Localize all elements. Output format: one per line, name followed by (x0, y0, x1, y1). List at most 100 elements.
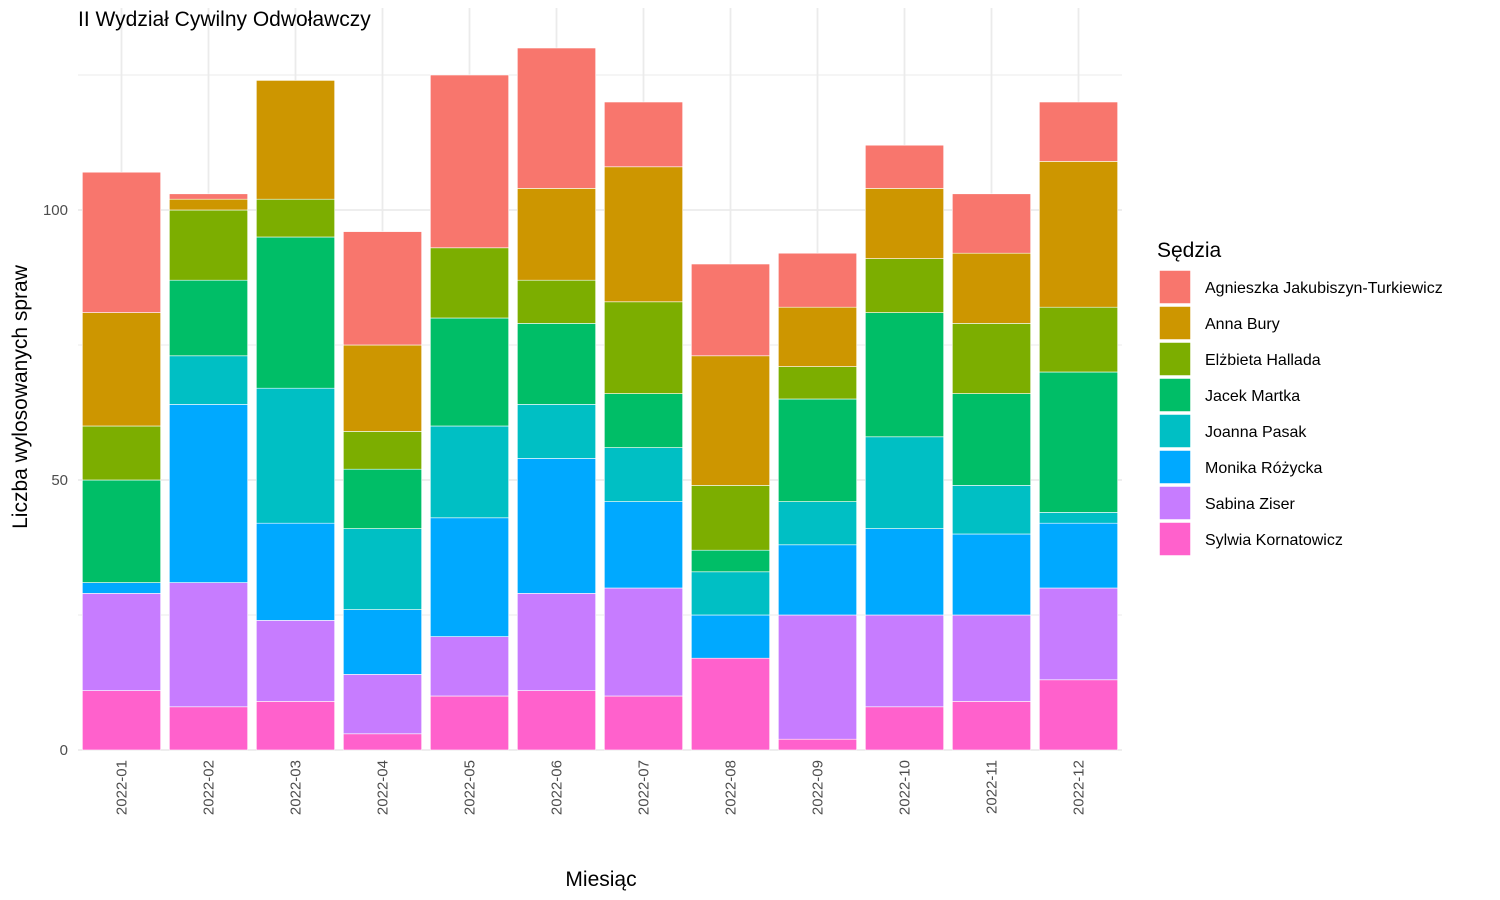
bar-segment (82, 593, 161, 691)
x-tick-label: 2022-03 (288, 760, 305, 815)
bar-segment (256, 620, 335, 702)
bar-segment (691, 263, 770, 357)
bar-segment (691, 355, 770, 486)
bar-segment (1039, 371, 1118, 513)
legend-key (1158, 449, 1192, 485)
x-tick-label: 2022-05 (462, 760, 479, 815)
bar-segment (604, 587, 683, 697)
bar-segment (169, 193, 248, 200)
bar-segment (82, 479, 161, 583)
bar-segment (169, 355, 248, 405)
legend-key (1158, 521, 1192, 557)
x-tick-label: 2022-04 (375, 760, 392, 815)
x-tick-label: 2022-06 (549, 760, 566, 815)
bar-segment (952, 323, 1031, 394)
bar-segment (169, 582, 248, 708)
bar-segment (865, 436, 944, 529)
bar-segment (778, 366, 857, 400)
bar-segment (343, 431, 422, 470)
bar-segment (82, 690, 161, 751)
bar-segment (517, 47, 596, 189)
bar-segment (691, 657, 770, 751)
bar-segment (952, 701, 1031, 751)
bar-segment (430, 425, 509, 519)
legend-label: Sylwia Kornatowicz (1205, 532, 1343, 549)
bar-segment (865, 312, 944, 438)
bar-segment (1039, 161, 1118, 308)
bar-segment (865, 614, 944, 708)
x-tick-label: 2022-12 (1071, 760, 1088, 815)
bar-segment (82, 582, 161, 594)
bar-segment (1039, 306, 1118, 373)
legend-key (1158, 377, 1192, 413)
y-axis-title: Liczba wylosowanych spraw (9, 264, 32, 529)
bar-segment (256, 236, 335, 389)
bar-segment (691, 485, 770, 551)
bar-segment (517, 188, 596, 281)
bar-segment (169, 706, 248, 751)
y-tick-label: 50 (51, 472, 68, 489)
bar-segment (517, 323, 596, 405)
bar-segment (256, 522, 335, 621)
x-tick-label: 2022-01 (114, 760, 131, 815)
bar-segment (778, 306, 857, 367)
bar-segment (343, 468, 422, 529)
bar-segment (82, 171, 161, 313)
legend-key (1158, 269, 1192, 305)
bar-segment (256, 387, 335, 524)
legend-key (1158, 413, 1192, 449)
bar-segment (778, 614, 857, 740)
bar-segment (517, 593, 596, 691)
y-tick-label: 0 (60, 742, 68, 759)
bar-segment (343, 528, 422, 610)
bar-segment (778, 544, 857, 616)
bar-segment (82, 312, 161, 427)
bar-segment (82, 425, 161, 481)
bar-segment (430, 317, 509, 427)
bar-segment (430, 517, 509, 637)
bar-segment (343, 344, 422, 432)
bar-segment (604, 501, 683, 589)
bar-segment (430, 247, 509, 319)
bar-segment (430, 74, 509, 249)
bar-segment (604, 447, 683, 502)
bar-segment (778, 738, 857, 751)
bar-segment (1039, 512, 1118, 524)
legend-key (1158, 341, 1192, 377)
legend-key (1158, 485, 1192, 521)
x-tick-label: 2022-02 (201, 760, 218, 815)
legend: Sędzia Agnieszka Jakubiszyn-Turkiewicz An… (1157, 239, 1443, 557)
bar-segment (952, 614, 1031, 702)
bar-segment (952, 393, 1031, 486)
bar-segment (517, 279, 596, 324)
legend-label: Anna Bury (1205, 316, 1280, 333)
bar-segment (169, 198, 248, 211)
y-axis-ticks: 0 50 100 (43, 202, 68, 759)
x-tick-label: 2022-10 (897, 760, 914, 815)
bar-segment (169, 209, 248, 281)
x-axis-title: Miesiąc (565, 868, 636, 891)
legend-title: Sędzia (1157, 239, 1222, 262)
bar-segment (865, 258, 944, 313)
legend-label: Agnieszka Jakubiszyn-Turkiewicz (1205, 280, 1443, 297)
legend-key (1158, 305, 1192, 341)
bar-segment (343, 674, 422, 735)
bar-segment (430, 636, 509, 697)
bar-segment (604, 101, 683, 168)
legend-label: Monika Różycka (1205, 460, 1322, 477)
bar-segment (778, 252, 857, 308)
legend-label: Elżbieta Hallada (1205, 352, 1321, 369)
x-tick-label: 2022-11 (984, 760, 1001, 814)
x-tick-label: 2022-07 (636, 760, 653, 815)
legend-label: Sabina Ziser (1205, 496, 1295, 513)
legend-label: Jacek Martka (1205, 388, 1300, 405)
bar-segment (1039, 101, 1118, 162)
bar-segment (256, 80, 335, 200)
bar-segment (1039, 587, 1118, 681)
bar-segment (952, 533, 1031, 616)
bar-segment (169, 404, 248, 583)
bar-segment (604, 166, 683, 303)
bar-segment (430, 695, 509, 751)
